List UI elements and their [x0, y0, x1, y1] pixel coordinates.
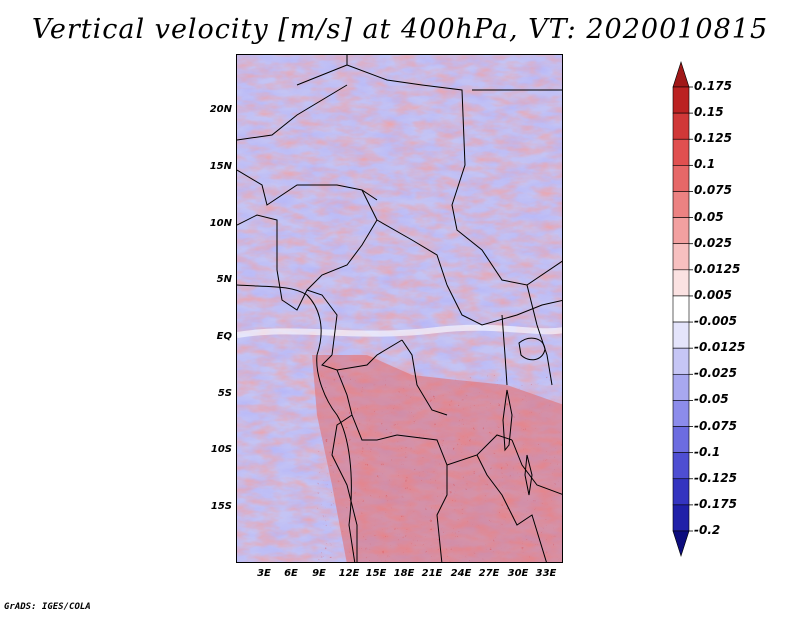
- colorbar-label: 0.125: [694, 131, 732, 146]
- lake-tanganyika: [502, 389, 513, 452]
- colorbar-label: -0.125: [694, 470, 737, 485]
- convective-speckle: [317, 375, 562, 562]
- lat-label-10s: 10S: [210, 444, 232, 455]
- lon-label-27e: 27E: [478, 568, 500, 579]
- map-panel: [236, 54, 563, 563]
- colorbar-swatch: [672, 478, 690, 506]
- colorbar-swatch: [672, 269, 690, 297]
- colorbar-label: -0.025: [694, 366, 737, 381]
- lat-label-5s: 5S: [217, 388, 232, 399]
- near-zero-band: [237, 324, 562, 338]
- colorbar-swatch: [672, 243, 690, 271]
- colorbar-swatch: [672, 452, 690, 480]
- colorbar-bottom-arrow: [672, 530, 690, 557]
- lat-label-10n: 10N: [209, 218, 232, 229]
- colorbar-label: -0.1: [694, 444, 721, 459]
- lon-label-3e: 3E: [257, 568, 271, 579]
- lon-label-6e: 6E: [284, 568, 298, 579]
- colorbar-swatch: [672, 86, 690, 114]
- colorbar-swatch: [672, 165, 690, 192]
- lake-victoria: [518, 337, 546, 361]
- colorbar-swatch: [672, 504, 690, 532]
- lon-label-21e: 21E: [421, 568, 443, 579]
- colorbar-label: -0.005: [694, 314, 737, 329]
- colorbar-label: -0.075: [694, 418, 737, 433]
- colorbar-label: 0.1: [694, 157, 716, 172]
- country-borders: [237, 55, 562, 562]
- lon-label-9e: 9E: [312, 568, 326, 579]
- colorbar-label: 0.15: [694, 105, 724, 120]
- lon-label-12e: 12E: [338, 568, 360, 579]
- lat-label-15s: 15S: [210, 501, 232, 512]
- colorbar-label: 0.075: [694, 183, 732, 198]
- lat-label-20n: 20N: [209, 104, 232, 115]
- colorbar-top-arrow: [672, 61, 690, 88]
- colorbar-label: 0.05: [694, 209, 724, 224]
- lat-label-5n: 5N: [216, 274, 232, 285]
- lake-malawi: [524, 454, 533, 496]
- colorbar-swatch: [672, 112, 690, 140]
- colorbar-label: -0.2: [694, 523, 721, 537]
- lat-label-15n: 15N: [209, 161, 232, 172]
- colorbar-label: 0.005: [694, 287, 732, 302]
- colorbar-swatch: [672, 217, 690, 245]
- lat-label-eq: EQ: [216, 331, 232, 342]
- colorbar-swatch: [672, 191, 690, 218]
- colorbar-label: 0.0125: [694, 261, 741, 276]
- lon-label-33e: 33E: [535, 568, 557, 579]
- colorbar-label: -0.0125: [694, 340, 746, 355]
- colorbar-swatch: [672, 295, 690, 323]
- colorbar-swatch: [672, 321, 690, 349]
- lon-label-18e: 18E: [393, 568, 415, 579]
- map-title: Vertical velocity [m/s] at 400hPa, VT: 2…: [31, 14, 769, 45]
- colorbar-swatch: [672, 138, 690, 166]
- colorbar-label: 0.175: [694, 79, 732, 93]
- colorbar-label: -0.175: [694, 496, 737, 511]
- lon-label-15e: 15E: [365, 568, 387, 579]
- atlantic-coastline: [237, 284, 356, 562]
- colorbar-swatch: [672, 347, 690, 375]
- footer-credit: GrADS: IGES/COLA: [4, 602, 91, 612]
- colorbar-label: -0.05: [694, 392, 729, 407]
- colorbar-label: 0.025: [694, 235, 732, 250]
- lon-label-24e: 24E: [450, 568, 472, 579]
- velocity-field: [237, 55, 562, 562]
- colorbar-swatch: [672, 426, 690, 453]
- colorbar-swatch: [672, 400, 690, 427]
- colorbar-swatch: [672, 373, 690, 401]
- lon-label-30e: 30E: [507, 568, 529, 579]
